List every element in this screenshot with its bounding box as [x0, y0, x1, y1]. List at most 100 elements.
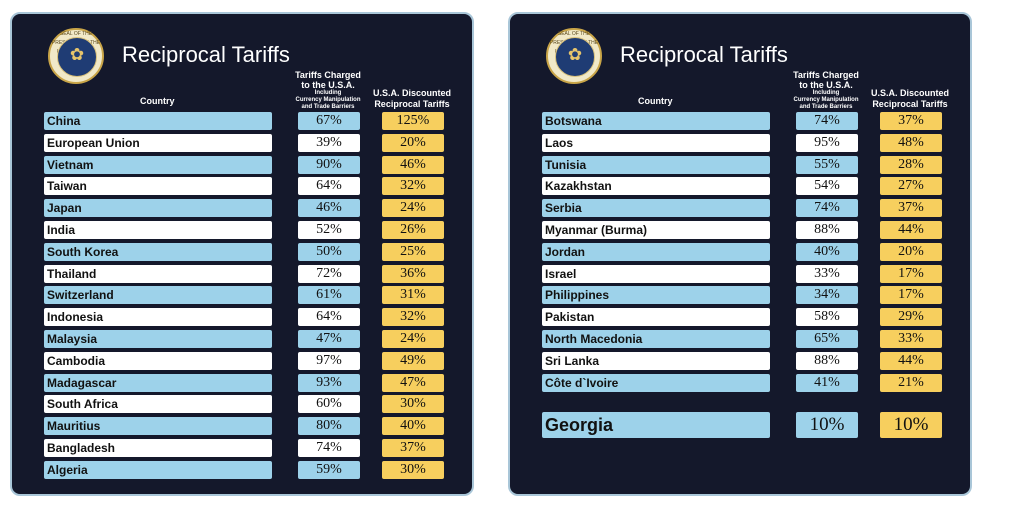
eagle-icon: ✿ [567, 45, 583, 64]
table-row: South Korea 50% 25% [44, 242, 444, 261]
charged-cell: 88% [796, 221, 858, 239]
presidential-seal-icon: SEAL OF THE PRESIDENT OF THE UNITED STAT… [546, 28, 602, 84]
country-cell: South Korea [44, 242, 272, 261]
country-cell: China [44, 112, 272, 130]
table-row: Kazakhstan 54% 27% [542, 177, 942, 196]
table-row: South Africa 60% 30% [44, 395, 444, 414]
charged-header-sub2: Currency Manipulation [793, 97, 859, 103]
table-row: European Union 39% 20% [44, 133, 444, 152]
charged-cell: 40% [796, 242, 858, 261]
country-cell: Thailand [44, 264, 272, 283]
charged-cell: 39% [298, 133, 360, 152]
charged-cell: 46% [298, 199, 360, 218]
eagle-icon: ✿ [69, 45, 85, 64]
country-header: Country [140, 96, 175, 106]
right-tariff-panel: SEAL OF THE PRESIDENT OF THE UNITED STAT… [508, 12, 972, 496]
discounted-cell: 21% [880, 373, 942, 392]
table-row: Malaysia 47% 24% [44, 330, 444, 348]
charged-cell: 50% [298, 242, 360, 261]
charged-header-sub2: Currency Manipulation [295, 97, 361, 103]
country-cell: Jordan [542, 242, 770, 261]
charged-header: Tariffs Charged to the U.S.A. Including … [788, 70, 864, 111]
country-cell: Algeria [44, 460, 272, 479]
discounted-cell: 30% [382, 395, 444, 414]
country-cell: Tunisia [542, 155, 770, 174]
country-cell: Sri Lanka [542, 351, 770, 370]
discounted-header-line2: Reciprocal Tariffs [872, 99, 948, 109]
discounted-cell: 24% [382, 330, 444, 348]
table-row: Mauritius 80% 40% [44, 417, 444, 436]
charged-cell: 54% [796, 177, 858, 196]
charged-header-line1: Tariffs Charged [793, 70, 859, 80]
charged-header-sub3: and Trade Barriers [301, 104, 355, 110]
discounted-cell: 47% [382, 373, 444, 392]
country-cell: Pakistan [542, 308, 770, 327]
table-row: China 67% 125% [44, 112, 444, 130]
country-cell: Cambodia [44, 351, 272, 370]
table-row: Switzerland 61% 31% [44, 286, 444, 305]
charged-cell: 67% [298, 112, 360, 130]
table-row: Laos 95% 48% [542, 133, 942, 152]
discounted-cell: 49% [382, 351, 444, 370]
table-row: Bangladesh 74% 37% [44, 439, 444, 457]
country-cell: North Macedonia [542, 330, 770, 348]
discounted-cell: 48% [880, 133, 942, 152]
discounted-cell: 17% [880, 264, 942, 283]
country-cell: Laos [542, 133, 770, 152]
table-row: Sri Lanka 88% 44% [542, 351, 942, 370]
country-cell: Myanmar (Burma) [542, 221, 770, 239]
discounted-cell: 33% [880, 330, 942, 348]
discounted-cell: 20% [880, 242, 942, 261]
table-row: Tunisia 55% 28% [542, 155, 942, 174]
country-cell: Madagascar [44, 373, 272, 392]
country-cell: Taiwan [44, 177, 272, 196]
discounted-cell: 30% [382, 460, 444, 479]
discounted-header-line1: U.S.A. Discounted [372, 88, 451, 98]
country-cell: Malaysia [44, 330, 272, 348]
table-row: Israel 33% 17% [542, 264, 942, 283]
charged-cell: 64% [298, 308, 360, 327]
table-row: Cambodia 97% 49% [44, 351, 444, 370]
table-row: Taiwan 64% 32% [44, 177, 444, 196]
country-cell: European Union [44, 133, 272, 152]
discounted-header-line1: U.S.A. Discounted [870, 88, 949, 98]
charged-cell: 64% [298, 177, 360, 196]
table-row: Pakistan 58% 29% [542, 308, 942, 327]
table-row: India 52% 26% [44, 221, 444, 239]
charged-cell: 74% [796, 112, 858, 130]
discounted-header-line2: Reciprocal Tariffs [374, 99, 450, 109]
featured-charged: 10% [796, 412, 858, 438]
panel-title: Reciprocal Tariffs [122, 42, 290, 67]
charged-header-sub1: Including [812, 90, 840, 96]
country-cell: India [44, 221, 272, 239]
charged-header-line2: to the U.S.A. [301, 80, 355, 90]
discounted-cell: 29% [880, 308, 942, 327]
table-row: North Macedonia 65% 33% [542, 330, 942, 348]
charged-cell: 61% [298, 286, 360, 305]
charged-cell: 59% [298, 460, 360, 479]
charged-cell: 74% [796, 199, 858, 218]
country-cell: Mauritius [44, 417, 272, 436]
discounted-cell: 17% [880, 286, 942, 305]
table-row: Japan 46% 24% [44, 199, 444, 218]
featured-discounted: 10% [880, 412, 942, 438]
left-tariff-panel: SEAL OF THE PRESIDENT OF THE UNITED STAT… [10, 12, 474, 496]
discounted-cell: 44% [880, 221, 942, 239]
country-cell: Japan [44, 199, 272, 218]
charged-cell: 80% [298, 417, 360, 436]
charged-cell: 58% [796, 308, 858, 327]
table-row: Algeria 59% 30% [44, 460, 444, 479]
country-cell: Israel [542, 264, 770, 283]
discounted-cell: 25% [382, 242, 444, 261]
country-cell: Côte d`Ivoire [542, 373, 770, 392]
seal-center: ✿ [555, 37, 595, 77]
country-cell: Bangladesh [44, 439, 272, 457]
discounted-cell: 27% [880, 177, 942, 196]
charged-header-sub3: and Trade Barriers [799, 104, 853, 110]
country-header: Country [638, 96, 673, 106]
charged-header-sub1: Including [314, 90, 342, 96]
presidential-seal-icon: SEAL OF THE PRESIDENT OF THE UNITED STAT… [48, 28, 104, 84]
country-cell: Kazakhstan [542, 177, 770, 196]
country-cell: South Africa [44, 395, 272, 414]
table-row: Jordan 40% 20% [542, 242, 942, 261]
